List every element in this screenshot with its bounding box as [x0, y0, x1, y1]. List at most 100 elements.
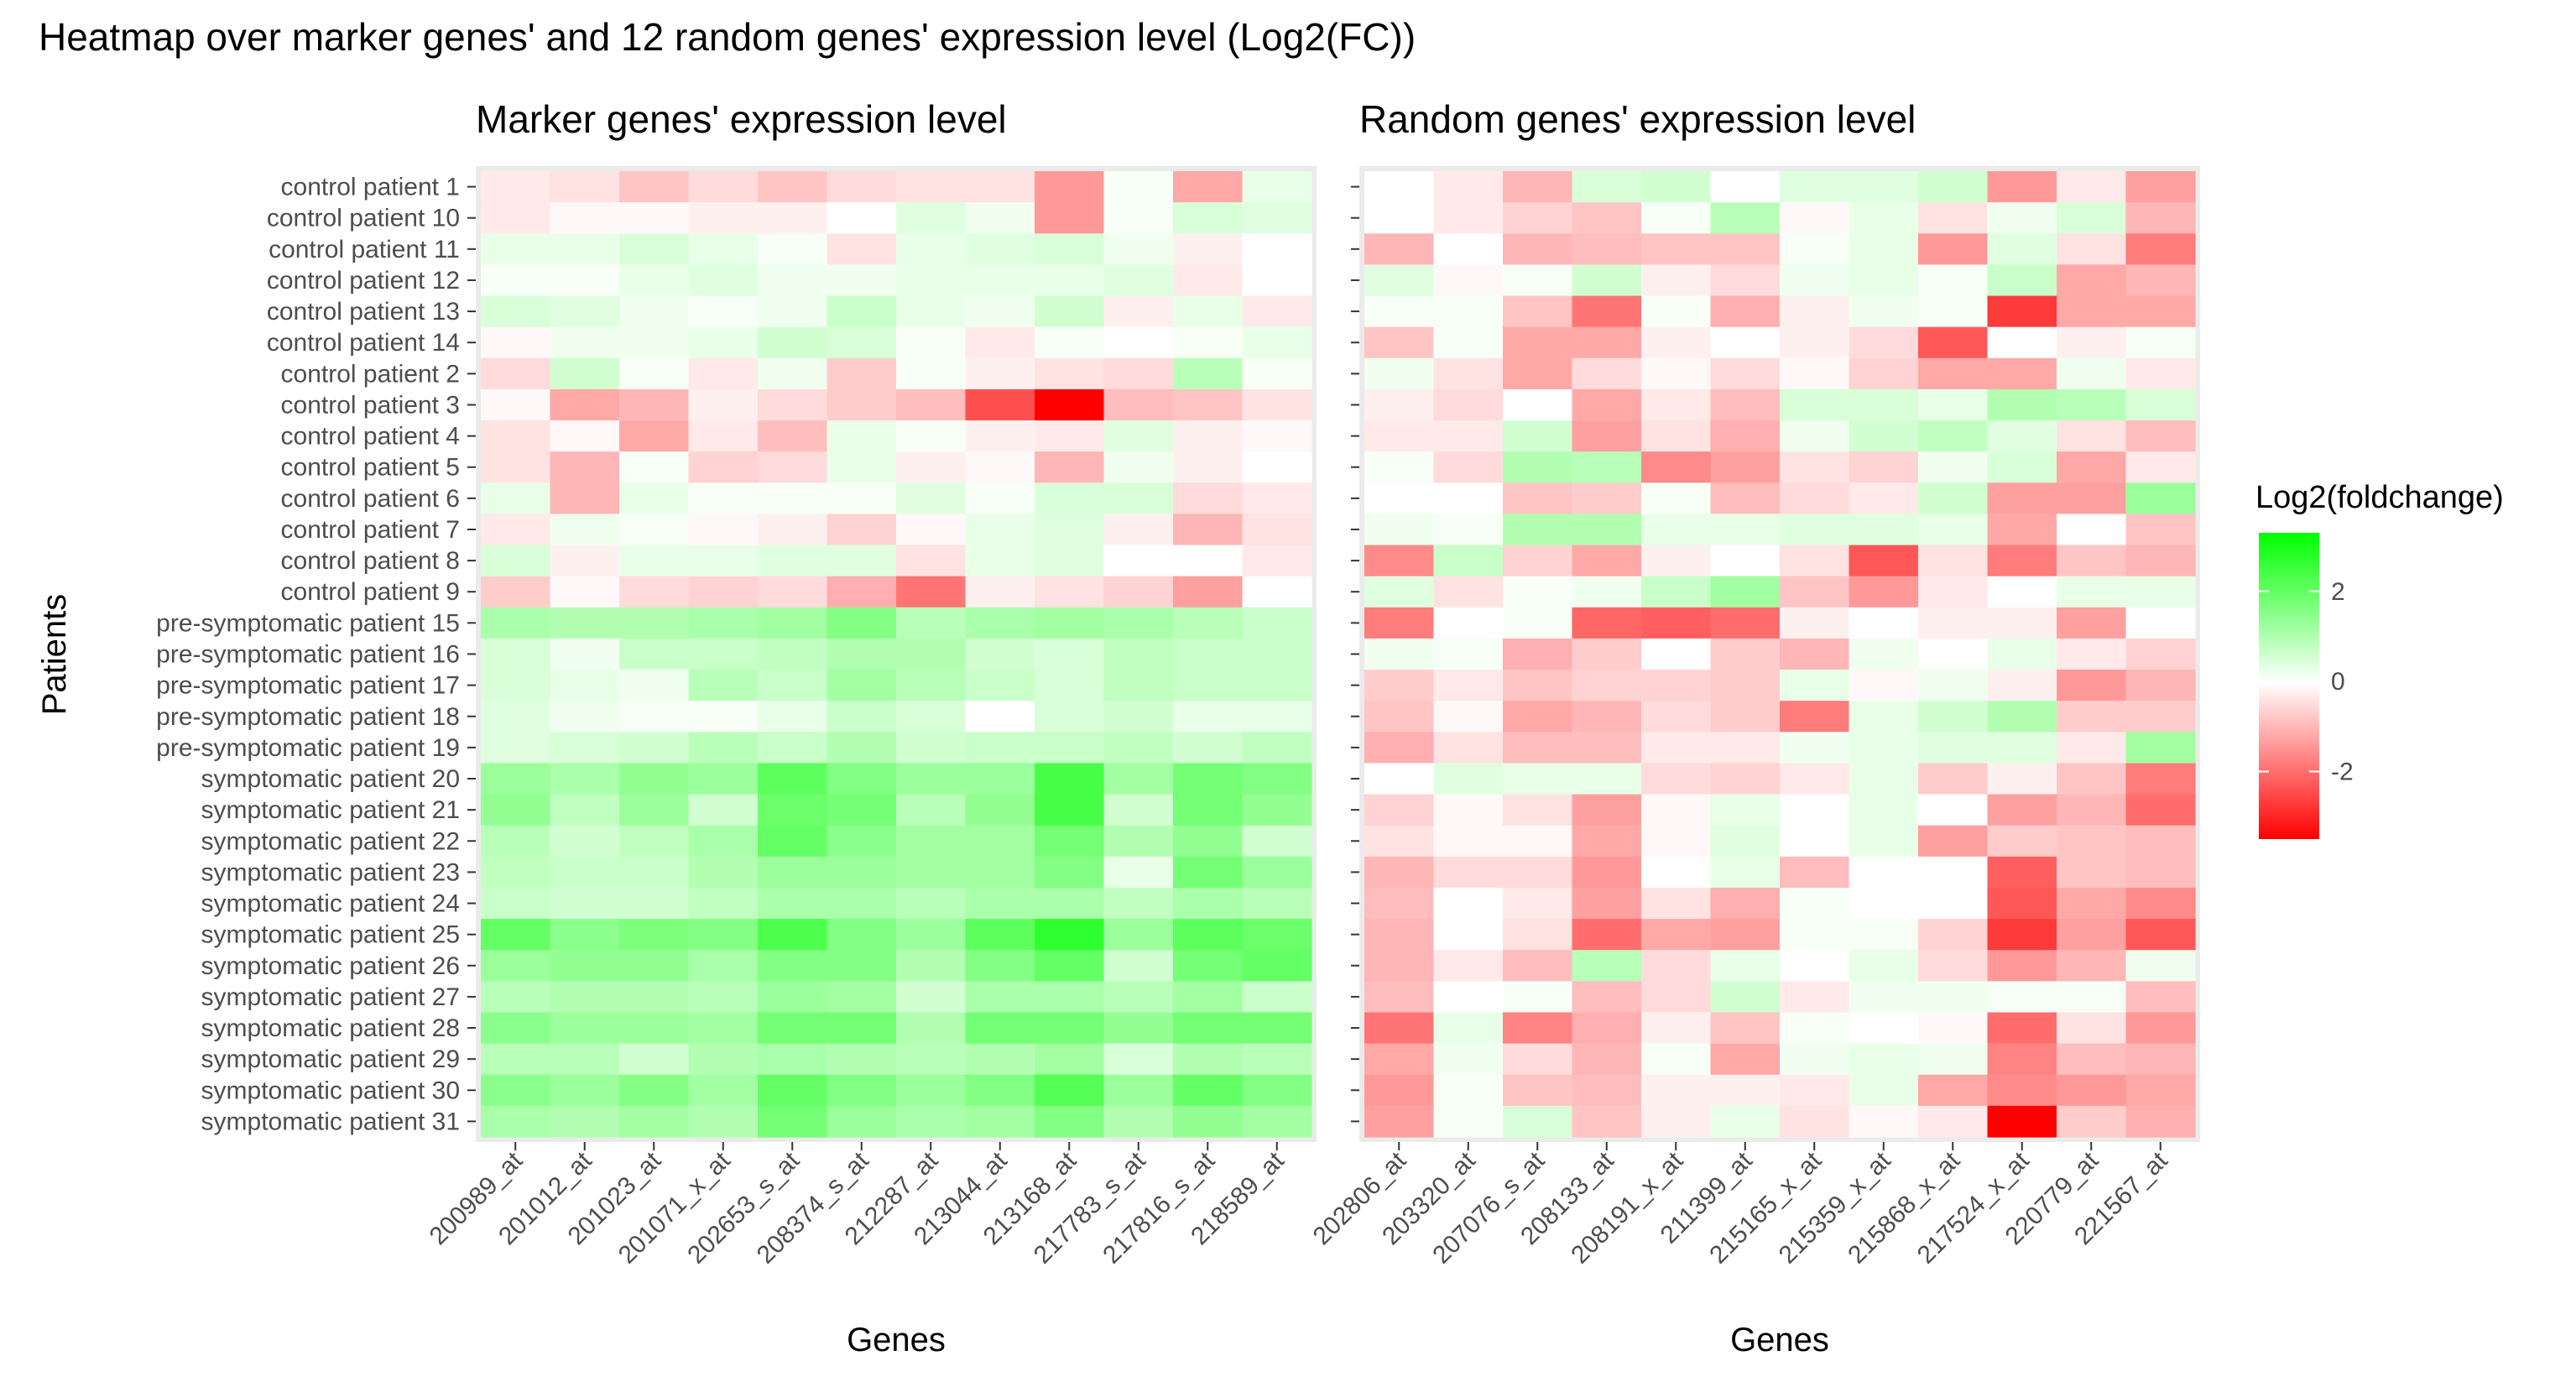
- heatmap-cell: [1849, 171, 1919, 203]
- heatmap-cell: [758, 420, 828, 452]
- heatmap-cell: [1503, 732, 1573, 764]
- heatmap-cell: [827, 825, 897, 858]
- heatmap-cell: [896, 607, 967, 639]
- heatmap-cell: [1103, 794, 1174, 826]
- heatmap-cell: [2125, 856, 2196, 889]
- heatmap-cell: [758, 1105, 828, 1138]
- heatmap-cell: [1503, 919, 1573, 951]
- color-legend: Log2(foldchange) 2 0 -2: [2255, 480, 2504, 839]
- heatmap-cell: [1780, 545, 1850, 577]
- heatmap-cell: [827, 607, 897, 639]
- heatmap-cell: [1918, 701, 1989, 733]
- heatmap-cell: [1242, 856, 1312, 889]
- heatmap-cell: [2125, 1012, 2196, 1045]
- heatmap-cell: [896, 950, 967, 982]
- heatmap-cell: [1173, 545, 1244, 577]
- heatmap-cell: [619, 856, 690, 889]
- patient-tick-label: pre-symptomatic patient 15: [156, 609, 460, 637]
- heatmap-cell: [1103, 1074, 1174, 1107]
- heatmap-cell: [896, 202, 967, 234]
- heatmap-cell: [1849, 856, 1919, 889]
- heatmap-cell: [1173, 670, 1244, 701]
- heatmap-cell: [2057, 701, 2127, 733]
- heatmap-cell: [2057, 202, 2127, 234]
- heatmap-cell: [1503, 1074, 1573, 1107]
- heatmap-cell: [1364, 1074, 1435, 1107]
- heatmap-cell: [1433, 233, 1504, 265]
- heatmap-cell: [965, 981, 1035, 1014]
- heatmap-cell: [1641, 482, 1712, 515]
- heatmap-cell: [1503, 763, 1573, 795]
- heatmap-cell: [1710, 825, 1781, 858]
- heatmap-cell: [619, 919, 690, 951]
- heatmap-cell: [1035, 451, 1105, 483]
- heatmap-cell: [1572, 1012, 1642, 1045]
- heatmap-cell: [1503, 420, 1573, 452]
- heatmap-cell: [758, 388, 828, 421]
- heatmap-cell: [1987, 607, 2057, 639]
- heatmap-cell: [1780, 451, 1850, 483]
- heatmap-cell: [1035, 794, 1105, 826]
- heatmap-cell: [550, 326, 620, 359]
- heatmap-cell: [1242, 1043, 1312, 1076]
- heatmap-cell: [1918, 825, 1989, 858]
- heatmap-cell: [827, 950, 897, 982]
- heatmap-cell: [896, 1074, 967, 1107]
- heatmap-cell: [1849, 1105, 1919, 1138]
- heatmap-cell: [688, 482, 759, 515]
- heatmap-cell: [1364, 701, 1435, 733]
- heatmap-cell: [1503, 233, 1573, 265]
- heatmap-cell: [1364, 357, 1435, 390]
- heatmap-cell: [1572, 576, 1642, 608]
- heatmap-cell: [2057, 326, 2127, 359]
- heatmap-cell: [1987, 1074, 2057, 1107]
- heatmap-cell: [1503, 326, 1573, 359]
- heatmap-cell: [758, 357, 828, 390]
- heatmap-cell: [2125, 950, 2196, 982]
- heatmap-cell: [1641, 357, 1712, 390]
- heatmap-cell: [1710, 856, 1781, 889]
- heatmap-cell: [619, 981, 690, 1014]
- heatmap-cell: [827, 233, 897, 265]
- heatmap-cell: [1103, 171, 1174, 203]
- heatmap-cell: [827, 514, 897, 546]
- heatmap-cell: [1572, 763, 1642, 795]
- heatmap-cell: [965, 670, 1035, 701]
- heatmap-cell: [1503, 388, 1573, 421]
- heatmap-cell: [1364, 295, 1435, 328]
- heatmap-cell: [1641, 763, 1712, 795]
- heatmap-cell: [1173, 825, 1244, 858]
- heatmap-cell: [1918, 326, 1989, 359]
- heatmap-cell: [2125, 607, 2196, 639]
- heatmap-cell: [1503, 482, 1573, 515]
- heatmap-cell: [1242, 638, 1312, 670]
- heatmap-cell: [1641, 388, 1712, 421]
- patient-tick-label: symptomatic patient 31: [201, 1108, 460, 1135]
- heatmap-cell: [896, 856, 967, 889]
- heatmap-cell: [1433, 981, 1504, 1014]
- heatmap-cell: [619, 357, 690, 390]
- heatmap-cell: [1364, 856, 1435, 889]
- heatmap-cell: [550, 638, 620, 670]
- legend-tick-label: 2: [2331, 578, 2345, 606]
- heatmap-cell: [827, 1105, 897, 1138]
- heatmap-cell: [1103, 326, 1174, 359]
- heatmap-cell: [1849, 514, 1919, 546]
- heatmap-cell: [1364, 1043, 1435, 1076]
- heatmap-cell: [1103, 607, 1174, 639]
- heatmap-cell: [1849, 451, 1919, 483]
- heatmap-cell: [1364, 607, 1435, 639]
- heatmap-cell: [550, 233, 620, 265]
- heatmap-cell: [896, 295, 967, 328]
- heatmap-cell: [965, 264, 1035, 297]
- heatmap-cell: [1710, 1012, 1781, 1045]
- heatmap-cell: [2125, 295, 2196, 328]
- heatmap-cell: [1710, 763, 1781, 795]
- heatmap-cell: [619, 825, 690, 858]
- heatmap-cell: [1780, 638, 1850, 670]
- heatmap-cell: [1035, 388, 1105, 421]
- heatmap-cell: [1710, 919, 1781, 951]
- heatmap-cell: [758, 638, 828, 670]
- heatmap-cell: [827, 887, 897, 920]
- heatmap-cell: [2125, 1074, 2196, 1107]
